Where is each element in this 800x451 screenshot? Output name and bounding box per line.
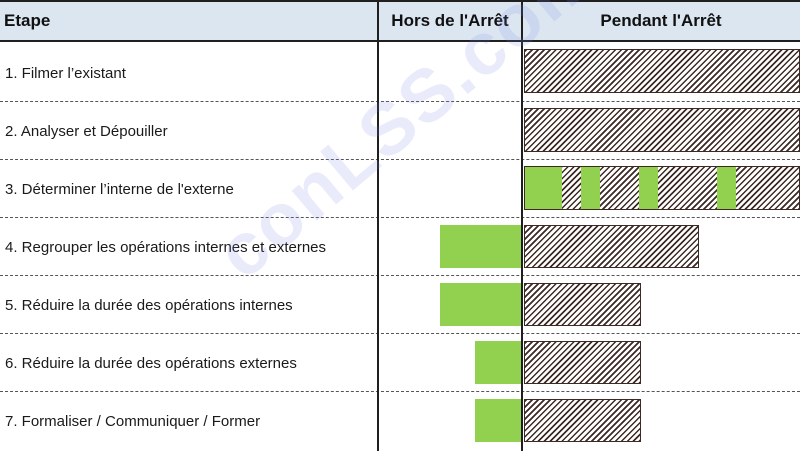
step-7-external-bar — [475, 399, 522, 442]
step-5-internal-bar — [524, 283, 641, 326]
step-5-label: 5. Réduire la durée des opérations inter… — [5, 296, 293, 314]
step-3-internal-bar — [524, 166, 800, 210]
step-3-external-segment — [639, 167, 658, 209]
header-step: Etape — [0, 0, 378, 42]
step-3-label: 3. Déterminer l’interne de l'externe — [5, 180, 234, 198]
row-separator — [0, 391, 800, 392]
row-separator — [0, 275, 800, 276]
step-4-internal-bar — [524, 225, 699, 268]
step-3-external-segment — [581, 167, 600, 209]
row-separator — [0, 217, 800, 218]
step-1-internal-bar — [524, 49, 800, 93]
step-6-label: 6. Réduire la durée des opérations exter… — [5, 354, 297, 372]
step-7-internal-bar — [524, 399, 641, 442]
row-separator — [0, 101, 800, 102]
step-1-label: 1. Filmer l’existant — [5, 64, 126, 82]
row-separator — [0, 333, 800, 334]
step-4-label: 4. Regrouper les opérations internes et … — [5, 238, 327, 256]
step-3-external-segment — [717, 167, 736, 209]
step-5-external-bar — [440, 283, 522, 326]
step-4-external-bar — [440, 225, 522, 268]
step-2-internal-bar — [524, 108, 800, 152]
step-2-label: 2. Analyser et Dépouiller — [5, 122, 168, 140]
header-off-shutdown: Hors de l'Arrêt — [378, 0, 522, 42]
step-6-external-bar — [475, 341, 522, 384]
step-7-label: 7. Formaliser / Communiquer / Former — [5, 412, 261, 430]
step-3-external-segment — [525, 167, 562, 209]
column-divider-on — [521, 0, 523, 451]
column-divider-off — [377, 0, 379, 451]
header-during-shutdown: Pendant l'Arrêt — [522, 0, 800, 42]
step-6-internal-bar — [524, 341, 641, 384]
row-separator — [0, 159, 800, 160]
